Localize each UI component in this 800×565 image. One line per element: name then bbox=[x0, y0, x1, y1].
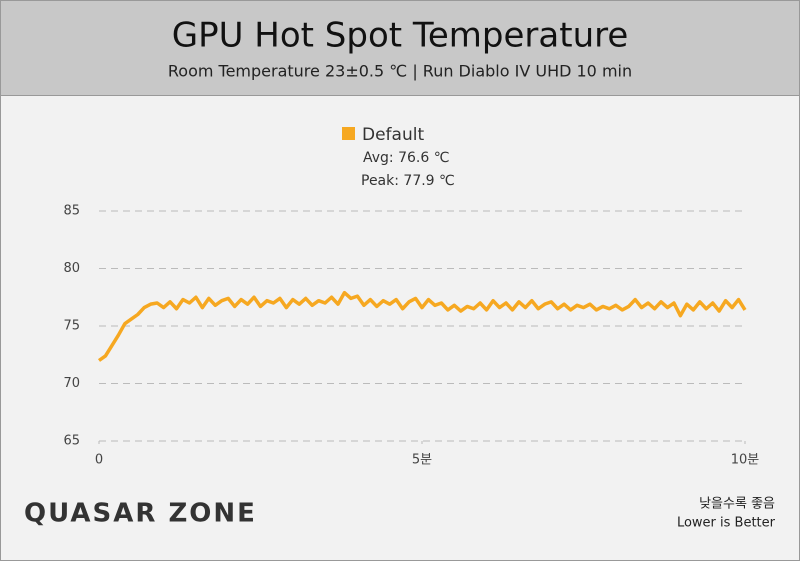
chart-title: GPU Hot Spot Temperature bbox=[172, 16, 629, 56]
line bbox=[97, 290, 747, 362]
logo: QUASAR ZONE bbox=[24, 499, 257, 529]
y-tick-label: 70 bbox=[63, 376, 80, 391]
y-tick-label: 65 bbox=[63, 434, 80, 449]
y-tick-label: 85 bbox=[63, 204, 80, 219]
chart-subtitle: Room Temperature 23±0.5 ℃ | Run Diablo I… bbox=[168, 62, 632, 81]
x-tick-label: 0 bbox=[95, 453, 103, 468]
legend-label: Default bbox=[362, 125, 424, 145]
header bbox=[0, 0, 800, 96]
annotation: Peak: 77.9 ℃ bbox=[361, 173, 455, 189]
x-tick-label: 5분 bbox=[412, 453, 432, 468]
legend-swatch bbox=[342, 127, 355, 140]
note: Lower is Better bbox=[677, 516, 776, 531]
y-tick-label: 80 bbox=[63, 261, 80, 276]
annotation: Avg: 76.6 ℃ bbox=[363, 150, 449, 166]
x-tick-label: 10분 bbox=[731, 453, 760, 468]
y-tick-label: 75 bbox=[63, 319, 80, 334]
note: 낮을수록 좋음 bbox=[699, 497, 775, 512]
